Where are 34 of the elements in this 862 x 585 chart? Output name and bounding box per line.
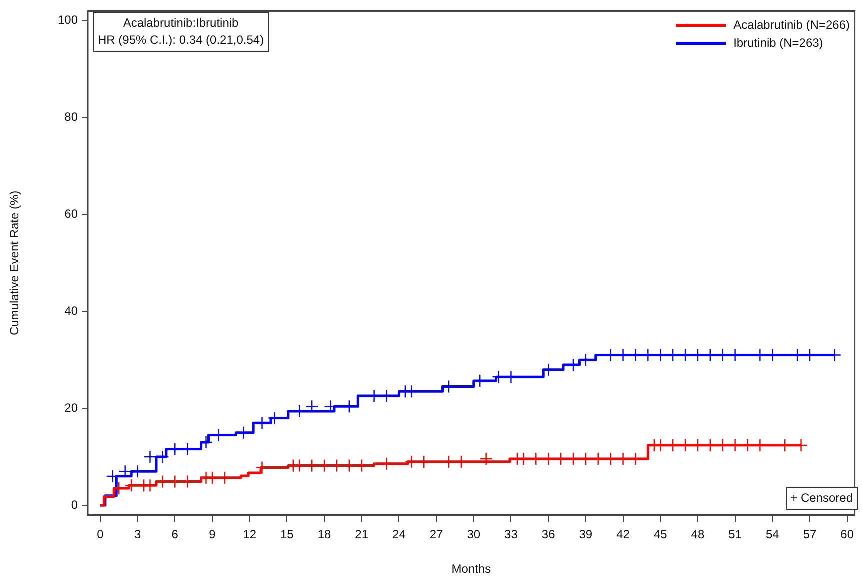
y-tick-label: 60 (64, 207, 78, 222)
x-tick-label: 15 (280, 528, 294, 542)
y-tick-label: 80 (64, 110, 78, 124)
y-tick-label: 20 (64, 400, 78, 415)
x-tick-label: 0 (97, 528, 104, 542)
x-tick-label: 21 (355, 528, 369, 542)
annotation: Acalabrutinib:Ibrutinib (122, 15, 240, 32)
x-tick-label: 39 (579, 528, 593, 542)
x-tick-label: 9 (209, 528, 216, 542)
x-tick-label: 54 (766, 528, 780, 542)
y-tick-label: 100 (58, 13, 78, 28)
legend-label: Acalabrutinib (N=266) (734, 18, 850, 32)
x-tick-label: 27 (430, 528, 444, 542)
x-tick-label: 24 (392, 528, 406, 542)
x-tick-label: 18 (318, 528, 332, 542)
x-tick-label: 42 (616, 528, 630, 542)
x-tick-label: 45 (654, 528, 668, 542)
annotation: + Censored (790, 490, 853, 507)
x-tick-label: 48 (691, 528, 705, 542)
x-tick-label: 30 (467, 528, 481, 542)
annotation: HR (95% C.I.): 0.34 (0.21,0.54) (98, 32, 264, 49)
y-tick-label: 0 (71, 498, 78, 512)
x-axis-title: Months (452, 562, 492, 576)
x-tick-label: 33 (504, 528, 518, 542)
x-tick-label: 6 (172, 528, 179, 542)
y-tick-label: 40 (64, 304, 78, 318)
x-tick-label: 57 (803, 528, 817, 542)
x-tick-label: 60 (840, 528, 854, 542)
x-tick-label: 3 (134, 528, 142, 542)
y-axis-title: Cumulative Event Rate (%) (8, 190, 22, 336)
legend-label: Ibrutinib (N=263) (734, 36, 824, 50)
x-tick-label: 51 (728, 528, 742, 542)
x-tick-label: 36 (542, 528, 556, 542)
x-tick-label: 12 (243, 528, 257, 542)
